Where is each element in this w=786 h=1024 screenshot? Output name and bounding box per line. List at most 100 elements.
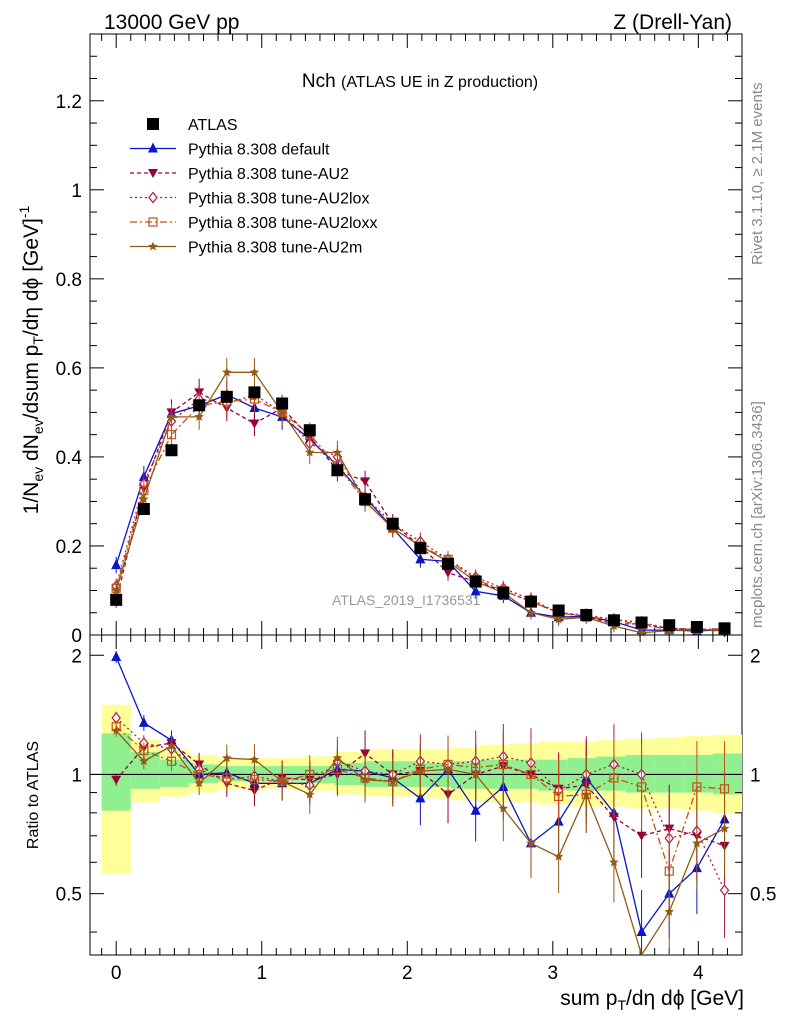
atlas-point [331, 464, 344, 477]
y-tick-label: 1 [71, 181, 82, 202]
main-panel: 0 0.2 0.4 0.6 0.8 1 1.2 [56, 33, 743, 647]
ratio-series-1-point [636, 926, 647, 937]
ratio-y-tick-label: 1 [71, 765, 82, 786]
band-inner-bin [159, 759, 189, 787]
ratio-y-tick-label: 2 [71, 646, 82, 667]
atlas-point [442, 557, 455, 570]
series-2-point [443, 568, 454, 578]
y-tick-label: 0 [71, 626, 82, 647]
ratio-y-tick-label: 1 [750, 765, 761, 786]
ratio-series-3-line [115, 717, 726, 891]
legend-label: Pythia 8.308 default [188, 142, 330, 159]
legend-label: Pythia 8.308 tune-AU2m [188, 240, 362, 257]
ratio-y-tick-label: 0.5 [750, 885, 776, 906]
series-5-point [305, 447, 315, 457]
legend-marker [148, 169, 158, 178]
atlas-point [248, 386, 261, 399]
ratio-series-1-point [138, 716, 149, 727]
ratio-series-5-point [166, 741, 177, 750]
ratio-y-tick-label: 0.5 [56, 885, 82, 906]
atlas-point [359, 493, 372, 506]
y-tick-label: 0.2 [56, 537, 82, 558]
ratio-series-5-point [332, 753, 343, 763]
atlas-point [469, 575, 482, 588]
y-tick-label: 1.2 [56, 92, 82, 113]
legend-label: Pythia 8.308 tune-AU2lox [188, 191, 369, 208]
atlas-point [552, 604, 565, 617]
ratio-series-5-point [111, 725, 121, 735]
ratio-series-5-point [719, 823, 730, 833]
ratio-series-5-point [498, 803, 509, 813]
x-tick-label: 1 [256, 963, 267, 984]
atlas-point [635, 616, 648, 629]
x-tick-label: 4 [693, 963, 704, 984]
y-axis-title: 1/Nev dNev/dsum pT/dη dϕ [GeV]-1 [16, 205, 46, 514]
atlas-point [414, 542, 427, 555]
legend-label: Pythia 8.308 tune-AU2loxx [188, 215, 377, 232]
ratio-series-1-point [111, 650, 122, 661]
series-1-point [111, 559, 122, 570]
series-5-point [553, 614, 564, 624]
series-4-point [166, 430, 177, 440]
ratio-series-4-point [498, 759, 508, 770]
atlas-point [524, 595, 537, 608]
ratio-series-5-point [553, 851, 564, 861]
ratio-series-5-point [609, 857, 619, 867]
watermark: ATLAS_2019_I1736531 [332, 592, 481, 608]
series-atlas [110, 386, 731, 635]
ratio-series-5-point [222, 753, 232, 763]
ratio-series-5-point [388, 776, 398, 786]
ratio-series-5-point [664, 906, 674, 916]
atlas-point [690, 620, 703, 633]
ratio-series-4-point [222, 773, 232, 783]
ratio-series-5-point [581, 789, 591, 799]
ratio-series-5-point [305, 789, 315, 799]
series-5-point [249, 367, 260, 377]
ratio-series-5-point [194, 778, 204, 788]
x-tick-label: 2 [402, 963, 413, 984]
band-inner-bin [683, 754, 713, 793]
ratio-series-5-point [360, 774, 370, 784]
ratio-series-4-point [609, 773, 619, 783]
side-label-mcplots: mcplots.cern.ch [arXiv:1306.3436] [749, 401, 766, 628]
ratio-series-5-point [526, 838, 536, 848]
band-inner-bin [130, 751, 160, 789]
ratio-series-3-point [719, 884, 730, 897]
y-tick-label: 0.6 [56, 359, 82, 380]
atlas-point [497, 586, 510, 599]
ratio-series-4-point [636, 782, 647, 792]
legend-marker [148, 217, 158, 227]
ratio-series-5 [111, 724, 730, 957]
ratio-series-5-point [692, 838, 702, 848]
ratio-series-4-point [554, 791, 564, 802]
atlas-point [607, 614, 620, 627]
ratio-series-2-point [111, 775, 122, 785]
ratio-series-4-point [166, 756, 177, 766]
plot-title-sub: (ATLAS UE in Z production) [341, 74, 538, 91]
ratio-series-4-point [526, 769, 536, 780]
ratio-series-5-point [249, 754, 260, 764]
plot-title-main: Nch [302, 71, 336, 92]
ratio-series-4-point [692, 782, 702, 792]
header-left: 13000 GeV pp [104, 11, 239, 34]
ratio-series-4-point [249, 775, 260, 785]
series-2-point [360, 477, 371, 487]
legend-marker-atlas [147, 118, 159, 130]
atlas-point [220, 390, 233, 403]
x-axis-title: sum pT/dη dϕ [GeV] [560, 987, 744, 1013]
atlas-point [110, 593, 123, 606]
x-tick-label: 0 [111, 963, 122, 984]
series-1-point [470, 585, 481, 596]
ratio-series-5-point [443, 764, 453, 774]
atlas-point [386, 517, 399, 530]
series-1-point [415, 553, 426, 564]
legend-label: ATLAS [188, 117, 238, 134]
band-inner-bin [101, 733, 131, 811]
ratio-series-5-point [277, 776, 287, 786]
side-label-rivet: Rivet 3.1.10, ≥ 2.1M events [749, 83, 766, 266]
series-5-point [111, 585, 121, 595]
y-tick-label: 0.4 [56, 448, 83, 469]
atlas-point [303, 424, 316, 437]
y-tick-label: 0.8 [56, 270, 82, 291]
